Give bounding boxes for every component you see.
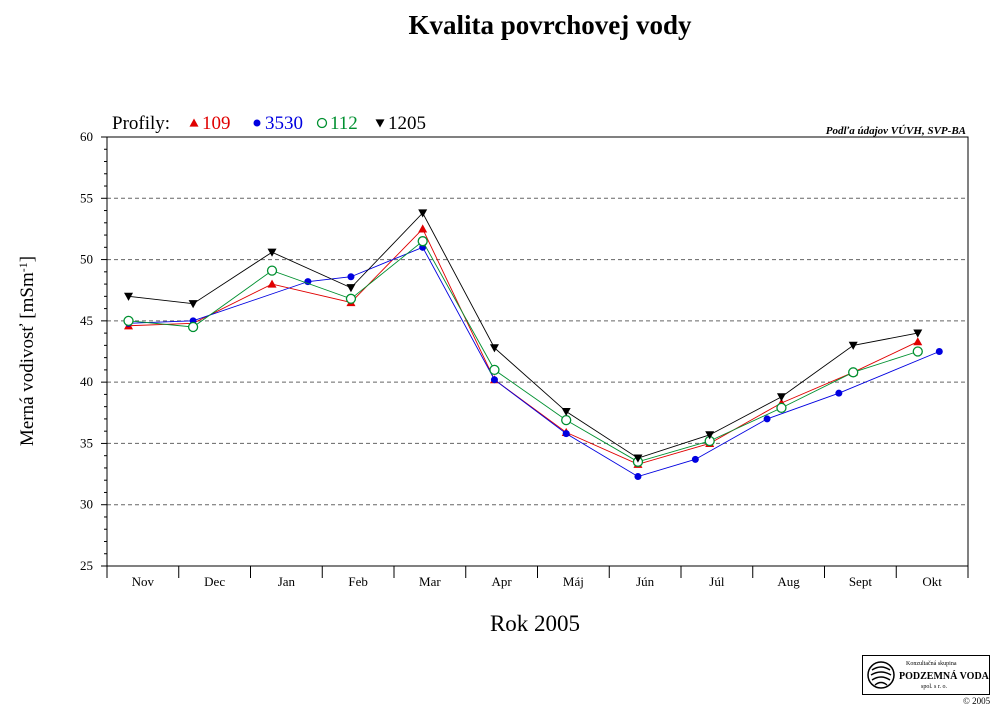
series-lines xyxy=(123,209,943,481)
data-point-112 xyxy=(561,414,572,426)
x-tick-label: Apr xyxy=(492,574,513,589)
logo-mark-icon xyxy=(867,661,895,689)
y-tick-label: 25 xyxy=(80,558,93,573)
data-point-112 xyxy=(912,346,923,357)
legend-label-112: 112 xyxy=(330,113,358,134)
series-3530 xyxy=(125,243,943,481)
data-point-112 xyxy=(489,364,500,376)
gridlines xyxy=(107,197,968,506)
data-point-112 xyxy=(417,236,428,247)
y-tick-label: 60 xyxy=(80,129,93,144)
data-point-1205 xyxy=(346,284,356,293)
data-point-1205 xyxy=(913,329,923,338)
series-line-1205 xyxy=(128,212,918,459)
data-point-1205 xyxy=(633,454,643,463)
x-tick-label: Nov xyxy=(132,574,155,589)
plot-frame xyxy=(106,136,969,567)
data-point-112 xyxy=(345,293,357,304)
data-point-109 xyxy=(267,279,277,288)
x-tick-label: Jún xyxy=(636,574,655,589)
data-point-1205 xyxy=(848,341,858,350)
x-tick-label: Jan xyxy=(278,574,296,589)
data-point-109 xyxy=(913,337,923,346)
series-line-3530 xyxy=(128,246,940,478)
x-tick-label: Feb xyxy=(348,574,368,589)
data-point-1205 xyxy=(705,431,715,440)
series-1205 xyxy=(124,209,923,463)
data-point-3530 xyxy=(490,376,498,384)
series-112 xyxy=(123,236,923,467)
legend-label-109: 109 xyxy=(202,113,231,134)
y-tick-label: 35 xyxy=(80,435,93,450)
legend-label-1205: 1205 xyxy=(388,113,426,134)
legend-label-3530: 3530 xyxy=(265,113,303,134)
x-axis-title: Rok 2005 xyxy=(489,611,581,636)
data-point-1205 xyxy=(418,209,428,218)
legend-prefix: Profily: xyxy=(112,113,170,134)
legend-marker-109 xyxy=(189,118,199,127)
data-point-112 xyxy=(848,367,859,378)
legend-marker-112 xyxy=(316,117,328,129)
x-tick-label: Júl xyxy=(709,574,725,589)
y-axis-label-close: ] xyxy=(17,256,38,262)
x-tick-label: Mar xyxy=(419,574,441,589)
data-point-3530 xyxy=(763,415,771,423)
data-point-1205 xyxy=(267,248,277,257)
data-point-1205 xyxy=(561,407,571,417)
data-point-3530 xyxy=(347,273,355,281)
y-tick-label: 30 xyxy=(80,497,93,512)
data-point-112 xyxy=(776,402,787,414)
data-point-3530 xyxy=(304,278,312,286)
logo-top-text: Konzultačná skupina xyxy=(906,661,957,667)
x-tick-label: Dec xyxy=(204,574,225,589)
chart-title: Kvalita povrchovej vody xyxy=(408,10,692,40)
series-line-112 xyxy=(128,240,918,463)
axes: 25 30 35 40 45 50 55 60 Nov Dec Jan Feb Mar Apr Máj Jún… xyxy=(80,129,969,589)
source-note: Podľa údajov VÚVH, SVP-BA xyxy=(826,125,966,137)
copyright-text: © 2005 xyxy=(963,696,991,706)
data-point-112 xyxy=(123,315,134,327)
y-axis-label-exponent: -1 xyxy=(16,262,30,272)
y-axis-label: Merná vodivosť [mSm-1] xyxy=(16,256,38,446)
x-tick-label: Aug xyxy=(777,574,800,589)
data-point-3530 xyxy=(935,348,943,355)
data-point-3530 xyxy=(562,430,570,438)
data-point-112 xyxy=(266,265,278,276)
y-tick-label: 55 xyxy=(80,190,93,205)
data-point-3530 xyxy=(691,455,699,463)
data-point-1205 xyxy=(489,344,499,353)
legend-marker-3530 xyxy=(253,119,261,127)
y-tick-label: 40 xyxy=(80,374,93,389)
y-axis-label-main: Merná vodivosť [mSm xyxy=(17,272,38,446)
logo-sub-text: spol. s r. o. xyxy=(921,684,948,690)
y-tick-label: 50 xyxy=(80,252,93,267)
series-line-109 xyxy=(128,228,918,465)
x-tick-label: Máj xyxy=(563,574,584,589)
data-point-1205 xyxy=(776,393,786,402)
y-tick-label: 45 xyxy=(80,313,93,328)
legend: Profily: 109 3530 112 1205 xyxy=(112,113,426,134)
x-tick-label: Sept xyxy=(849,574,873,589)
data-point-3530 xyxy=(634,473,642,481)
x-tick-label: Okt xyxy=(922,574,942,589)
company-logo: Konzultačná skupina PODZEMNÁ VODA spol. … xyxy=(862,655,990,695)
logo-name: PODZEMNÁ VODA xyxy=(899,671,989,682)
data-point-109 xyxy=(418,224,428,233)
legend-marker-1205 xyxy=(375,119,385,128)
data-point-1205 xyxy=(188,300,198,309)
data-point-112 xyxy=(187,321,199,333)
data-point-3530 xyxy=(835,389,843,397)
data-point-1205 xyxy=(124,292,134,301)
series-109 xyxy=(124,224,923,468)
